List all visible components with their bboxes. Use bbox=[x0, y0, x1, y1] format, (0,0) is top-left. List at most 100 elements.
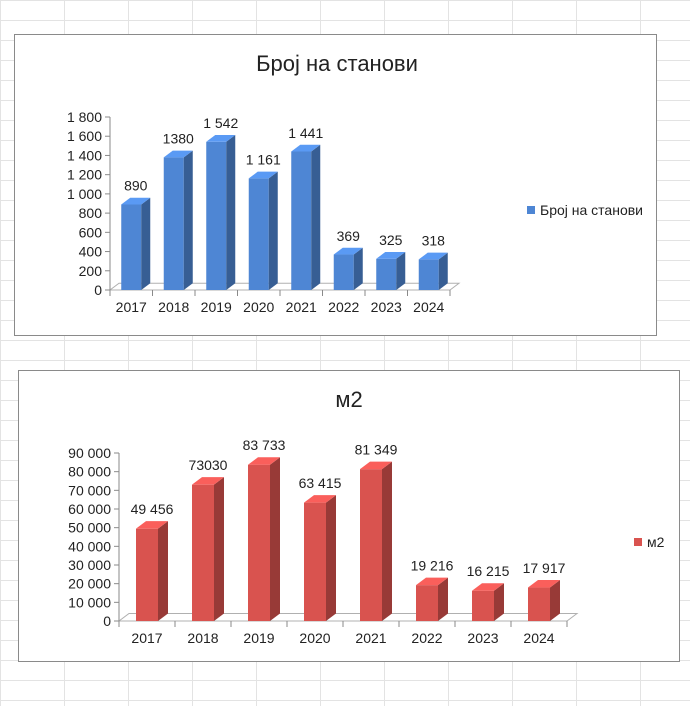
data-label: 1 161 bbox=[246, 152, 281, 168]
x-tick-label: 2017 bbox=[131, 630, 162, 646]
bar-front bbox=[472, 590, 494, 621]
bar-side bbox=[141, 197, 151, 290]
chart-housing-units: Број на станови 0 200 400 600 800 1 000 1 200 1 … bbox=[14, 34, 657, 336]
bar-side bbox=[353, 247, 363, 290]
y-tick-label: 1 200 bbox=[67, 167, 102, 183]
bar-front bbox=[136, 528, 158, 621]
bar-top bbox=[136, 521, 168, 529]
bar-top bbox=[206, 135, 236, 142]
bar-side bbox=[226, 135, 236, 290]
bar-top bbox=[192, 477, 224, 485]
bar-side bbox=[438, 252, 448, 290]
data-label: 49 456 bbox=[131, 501, 174, 517]
bar-top bbox=[376, 252, 406, 259]
bar-front bbox=[121, 204, 142, 290]
data-label: 369 bbox=[337, 228, 361, 244]
bar-side bbox=[396, 252, 406, 290]
bar-front bbox=[248, 178, 269, 290]
bar-2023 bbox=[376, 252, 406, 290]
y-tick-label: 800 bbox=[79, 205, 103, 221]
chart-square-meters: м2 0 10 000 20 000 30 000 40 000 50 000 60 000 7… bbox=[18, 370, 680, 662]
bar-front bbox=[291, 151, 312, 290]
bar-front bbox=[163, 157, 184, 290]
bar-2019 bbox=[206, 135, 236, 290]
legend: м2 bbox=[634, 534, 665, 550]
x-tick-label: 2020 bbox=[299, 630, 330, 646]
y-tick-label: 80 000 bbox=[68, 464, 111, 480]
y-tick-label: 10 000 bbox=[68, 594, 111, 610]
y-tick-label: 30 000 bbox=[68, 557, 111, 573]
bar-top bbox=[163, 150, 193, 158]
x-tick-label: 2018 bbox=[158, 299, 189, 315]
bar-front bbox=[418, 259, 439, 290]
x-tick-label: 2023 bbox=[467, 630, 498, 646]
data-label: 1 542 bbox=[203, 115, 238, 131]
legend: Број на станови bbox=[527, 202, 643, 218]
data-label: 81 349 bbox=[355, 442, 398, 458]
data-label: 83 733 bbox=[243, 437, 286, 453]
data-label: 318 bbox=[422, 233, 446, 249]
x-tick-label: 2024 bbox=[413, 299, 444, 315]
bar-side bbox=[550, 580, 560, 621]
x-tick-label: 2018 bbox=[187, 630, 218, 646]
chart-title: Број на станови bbox=[256, 51, 418, 76]
chart-title: м2 bbox=[335, 387, 362, 412]
bar-top bbox=[304, 495, 336, 503]
data-label: 1 441 bbox=[288, 125, 323, 141]
y-tick-label: 70 000 bbox=[68, 482, 111, 498]
bar-2017 bbox=[136, 521, 168, 621]
bar-front bbox=[333, 254, 354, 290]
bar-front bbox=[192, 484, 214, 621]
bar-top bbox=[472, 583, 504, 591]
bar-top bbox=[360, 461, 392, 470]
data-label: 63 415 bbox=[299, 475, 342, 491]
chart-square-meters-svg: м2 0 10 000 20 000 30 000 40 000 50 000 60 000 7… bbox=[68, 387, 665, 646]
data-label: 1380 bbox=[163, 131, 194, 147]
bar-side bbox=[183, 150, 193, 290]
x-tick-label: 2022 bbox=[411, 630, 442, 646]
bar-front bbox=[528, 587, 550, 621]
data-label: 890 bbox=[124, 178, 148, 194]
y-tick-label: 1 800 bbox=[67, 109, 102, 125]
bar-top bbox=[416, 577, 448, 586]
bar-side bbox=[326, 495, 336, 621]
bar-side bbox=[311, 144, 321, 290]
x-tick-label: 2020 bbox=[243, 299, 274, 315]
data-label: 19 216 bbox=[411, 558, 454, 574]
legend-label: Број на станови bbox=[540, 202, 643, 218]
bar-side bbox=[214, 477, 224, 621]
bar-2024 bbox=[418, 252, 448, 290]
x-tick-label: 2017 bbox=[116, 299, 147, 315]
chart-floor bbox=[108, 282, 461, 291]
y-tick-label: 200 bbox=[79, 263, 103, 279]
y-tick-label: 400 bbox=[79, 244, 103, 260]
bar-2023 bbox=[472, 583, 504, 621]
bar-top bbox=[248, 457, 280, 465]
bar-top bbox=[291, 144, 321, 152]
bar-side bbox=[382, 461, 392, 621]
y-tick-label: 1 000 bbox=[67, 186, 102, 202]
bar-side bbox=[158, 521, 168, 621]
data-label: 73030 bbox=[189, 457, 228, 473]
x-tick-label: 2023 bbox=[371, 299, 402, 315]
y-tick-label: 600 bbox=[79, 224, 103, 240]
bar-2021 bbox=[360, 461, 392, 621]
bar-2020 bbox=[304, 495, 336, 621]
data-label: 17 917 bbox=[523, 560, 566, 576]
bar-front bbox=[304, 502, 326, 621]
bar-side bbox=[268, 171, 278, 290]
x-tick-label: 2021 bbox=[355, 630, 386, 646]
bar-front bbox=[416, 585, 438, 621]
x-tick-label: 2021 bbox=[286, 299, 317, 315]
bar-top bbox=[528, 580, 560, 588]
x-tick-label: 2022 bbox=[328, 299, 359, 315]
data-label: 325 bbox=[379, 232, 403, 248]
bar-front bbox=[376, 258, 397, 290]
bar-top bbox=[333, 247, 363, 255]
bar-top bbox=[248, 171, 278, 179]
y-tick-label: 20 000 bbox=[68, 576, 111, 592]
y-tick-label: 40 000 bbox=[68, 538, 111, 554]
bar-front bbox=[360, 469, 382, 621]
x-tick-label: 2024 bbox=[523, 630, 554, 646]
y-tick-label: 90 000 bbox=[68, 445, 111, 461]
